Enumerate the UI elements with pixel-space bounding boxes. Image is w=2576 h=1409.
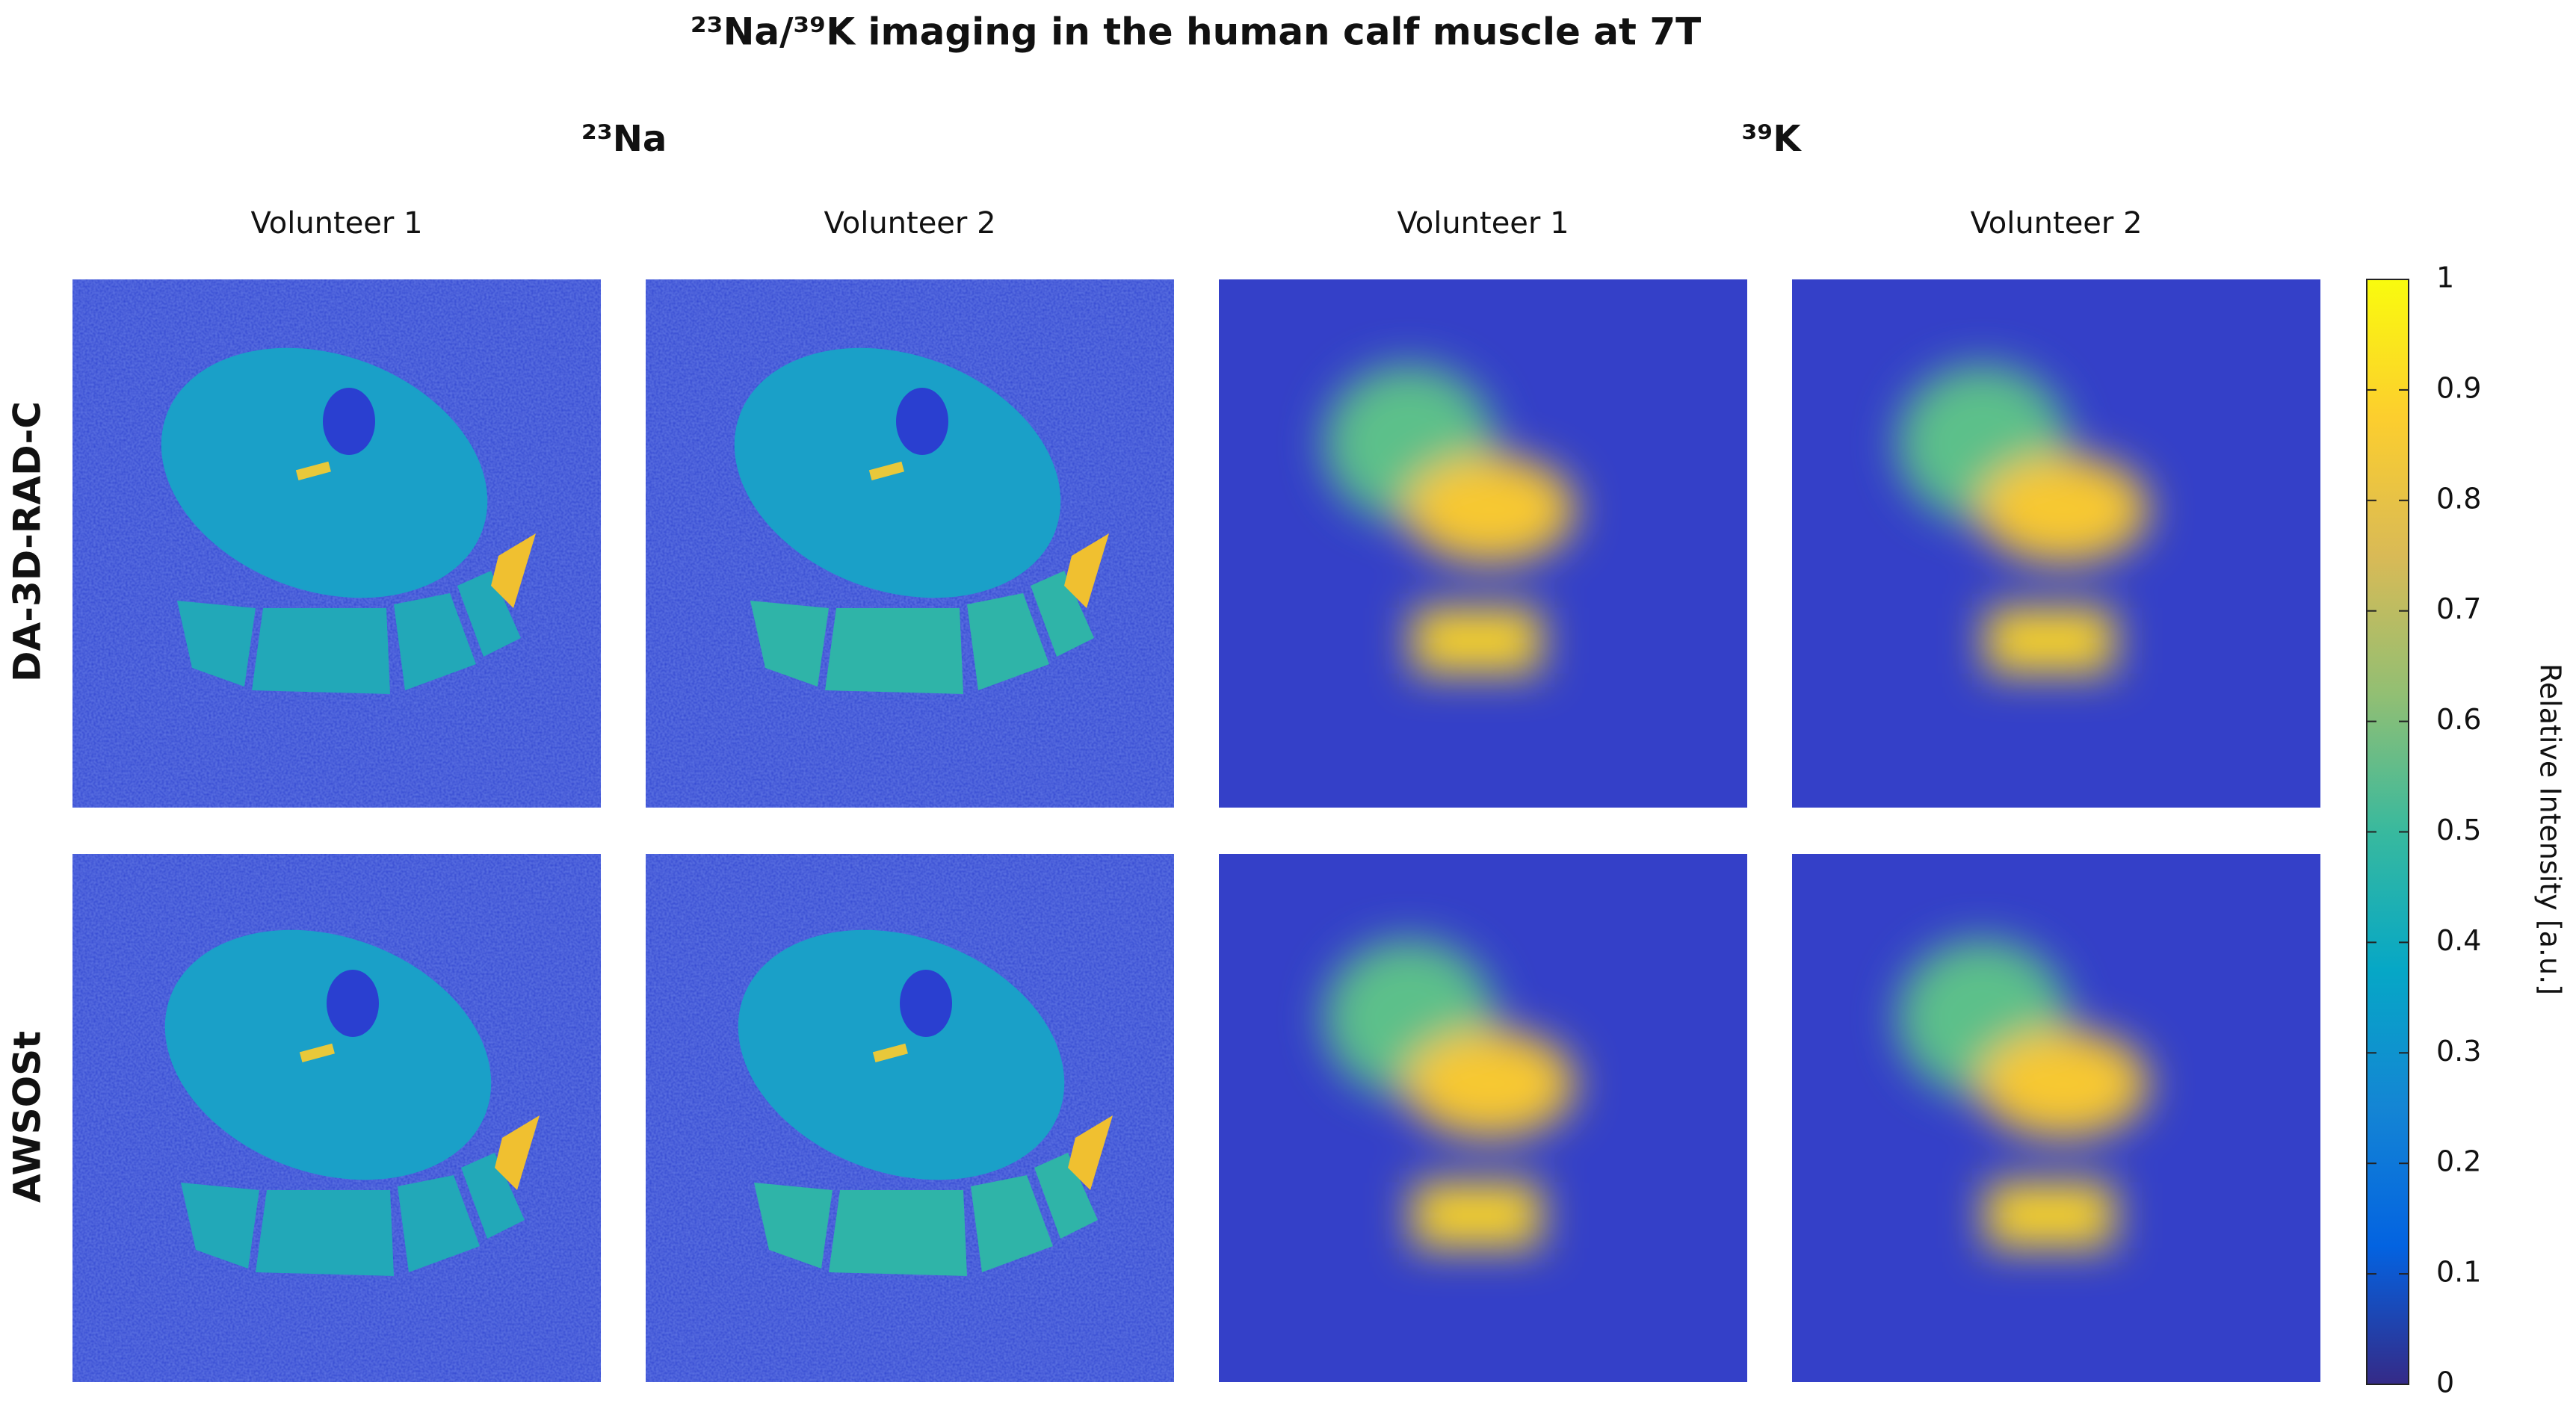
vessel — [868, 461, 904, 480]
muscle-segment — [457, 571, 521, 657]
muscle-segment — [491, 533, 536, 608]
column-label: Volunteer 2 — [824, 206, 995, 241]
image-panel — [72, 854, 601, 1382]
figure-title: ²³Na/³⁹K imaging in the human calf muscl… — [691, 10, 1701, 54]
potassium-map — [1323, 365, 1575, 674]
colorbar-tick-label: 0.3 — [2436, 1035, 2481, 1068]
signal — [1404, 1029, 1575, 1139]
image-panel — [1792, 854, 2320, 1382]
muscle-segment — [495, 1115, 540, 1190]
colorbar-tick-label: 0.7 — [2436, 592, 2481, 625]
bone — [896, 388, 948, 455]
column-label: Volunteer 2 — [1970, 206, 2142, 241]
signal — [1986, 1182, 2114, 1248]
bone — [327, 970, 379, 1037]
muscle-segment — [971, 1175, 1053, 1272]
image-panel — [72, 279, 601, 808]
colorbar-tick-label: 0.8 — [2436, 482, 2481, 515]
row-label: AWSOSt — [6, 1031, 49, 1203]
muscle-segment — [825, 608, 963, 694]
potassium-map — [1323, 939, 1575, 1248]
potassium-map — [1897, 365, 2149, 674]
colorbar-tick-label: 0.2 — [2436, 1145, 2481, 1178]
signal — [1977, 1029, 2149, 1139]
row-label: DA-3D-RAD-C — [6, 401, 49, 682]
colorbar-tick-label: 0.1 — [2436, 1256, 2481, 1289]
calf-slice — [734, 347, 1109, 694]
muscle-segment — [461, 1153, 525, 1239]
bone — [900, 970, 952, 1037]
colorbar-tick-label: 0.9 — [2436, 371, 2481, 404]
potassium-map — [1897, 939, 2149, 1248]
muscle-segment — [1034, 1153, 1098, 1239]
muscle-segment — [394, 593, 476, 690]
muscle-segment — [181, 1183, 259, 1269]
muscle-segment — [750, 601, 829, 687]
muscle-segment — [1064, 533, 1109, 608]
image-panel — [1219, 279, 1747, 808]
calf-slice — [161, 347, 536, 694]
vessel — [872, 1043, 908, 1062]
signal — [1412, 1182, 1541, 1248]
image-panel — [1792, 279, 2320, 808]
muscle-segment — [1031, 571, 1094, 657]
signal — [1977, 455, 2149, 564]
muscle-segment — [829, 1190, 967, 1276]
image-panel — [646, 854, 1174, 1382]
calf-slice — [164, 929, 540, 1276]
column-label: Volunteer 1 — [1397, 206, 1569, 241]
calf-slice — [738, 929, 1113, 1276]
vessel — [299, 1043, 335, 1062]
image-panel — [1219, 854, 1747, 1382]
colorbar-tick-label: 0.6 — [2436, 703, 2481, 736]
muscle-segment — [1068, 1115, 1113, 1190]
signal — [1404, 455, 1575, 564]
muscle-segment — [256, 1190, 394, 1276]
group-label: ³⁹K — [1741, 118, 1802, 160]
group-label: ²³Na — [581, 118, 667, 160]
muscle-segment — [177, 601, 256, 687]
colorbar-tick-label: 0.5 — [2436, 814, 2481, 846]
colorbar-tick-label: 0.4 — [2436, 924, 2481, 957]
image-panel — [646, 279, 1174, 808]
muscle-segment — [754, 1183, 833, 1269]
colorbar-tick-label: 0 — [2436, 1366, 2454, 1399]
column-label: Volunteer 1 — [250, 206, 422, 241]
colorbar-tick-label: 1 — [2436, 261, 2454, 294]
muscle-segment — [967, 593, 1049, 690]
vessel — [295, 461, 331, 480]
muscle-segment — [252, 608, 390, 694]
signal — [1412, 607, 1541, 674]
signal — [1986, 607, 2114, 674]
bone — [323, 388, 375, 455]
colorbar-label: Relative Intensity [a.u.] — [2534, 663, 2567, 995]
muscle-segment — [398, 1175, 480, 1272]
